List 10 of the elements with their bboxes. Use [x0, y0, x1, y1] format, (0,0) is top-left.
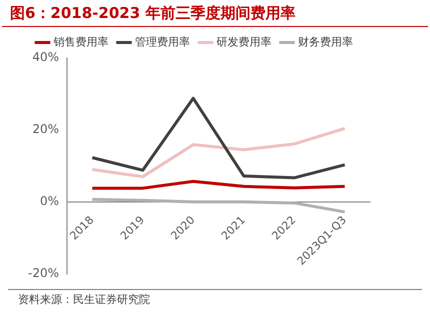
y-tick-label: -20%	[28, 266, 59, 280]
legend-label: 销售费用率	[52, 35, 108, 48]
y-tick-label: 40%	[32, 50, 59, 64]
y-tick-label: 0%	[40, 194, 59, 208]
legend-label: 财务费用率	[298, 35, 353, 48]
text: 资料来源：民生证券研究院	[8, 289, 422, 309]
legend-label: 管理费用率	[135, 35, 190, 48]
legend-label: 研发费用率	[216, 35, 272, 48]
y-tick-label: 20%	[32, 122, 59, 136]
chart-title: 图6：2018-2023 年前三季度期间费用率	[2, 0, 428, 27]
